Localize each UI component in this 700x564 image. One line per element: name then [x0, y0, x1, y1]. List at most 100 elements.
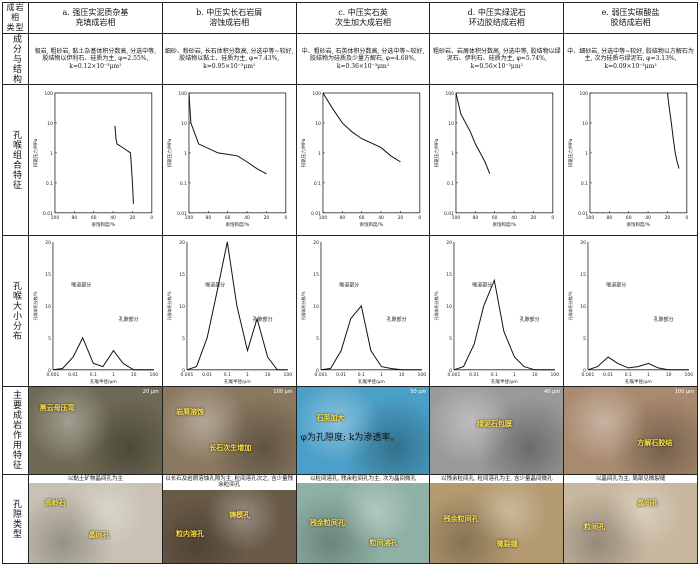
plot-frame [589, 92, 688, 214]
y-tick-label: 5 [182, 336, 185, 342]
x-axis-label: 孔喉半径/μm [358, 378, 385, 385]
scale-bar-label: 100 μm [674, 388, 694, 395]
pore-annotation: 孔隙部分 [252, 316, 272, 323]
x-tick-label: 0.001 [448, 372, 461, 378]
y-tick-label: 10 [47, 121, 53, 127]
plot-frame [322, 92, 420, 214]
y-tick-label: 15 [179, 272, 185, 278]
throat-annotation: 喉道部分 [339, 282, 359, 289]
y-tick-label: 0 [449, 368, 452, 374]
y-tick-label: 0.1 [313, 181, 320, 187]
y-tick-label: 15 [313, 272, 319, 278]
capillary-row: 孔喉组合特征 100 10 1 0.1 0.01 100 80 60 40 20 0 汞饱和度/% 排驱… [2, 84, 698, 236]
pore-type-e: 以晶间孔为主, 局部见微裂缝 粒间孔 晶间孔 [563, 473, 698, 564]
pore-type-cell: 以黏土矿物晶间孔为主 高岭石 晶间孔 [29, 475, 162, 563]
scale-bar-label: 50 μm [410, 388, 427, 395]
col-head-a: a. 强压实泥质杂基 充填成岩相 [28, 2, 163, 34]
y-axis-label: 排驱压力/MPa [32, 138, 39, 167]
x-tick-label: 0 [552, 215, 555, 221]
y-tick-label: 100 [178, 91, 187, 97]
plot-frame [54, 92, 153, 214]
y-tick-label: 5 [48, 336, 51, 342]
photo-label: 晶间孔 [637, 498, 659, 507]
y-tick-label: 0.1 [180, 181, 187, 187]
photo-label: 残余粒间孔 [443, 514, 479, 523]
pore-type-cell: 以长石及岩屑溶蚀孔隙为主, 粒间溶孔次之, 含少量残余粒间孔 粒内溶孔 铸模孔 [163, 475, 296, 563]
photo-label: 黑云母压弯 [39, 403, 75, 412]
y-tick-label: 5 [583, 336, 586, 342]
footnote: φ为孔隙度; k为渗透率。 [300, 433, 400, 443]
x-tick-label: 80 [473, 215, 479, 221]
x-tick-label: 20 [531, 215, 537, 221]
y-tick-label: 10 [45, 304, 51, 310]
x-tick-label: 40 [110, 215, 116, 221]
pore-dist-row: 孔喉大小分布 20 15 10 5 0 0.001 0.01 0.1 1 10 100 孔喉半径/μm… [2, 234, 698, 387]
x-tick-label: 100 [184, 215, 193, 221]
x-tick-label: 0 [150, 215, 153, 221]
x-axis-label: 汞饱和度/% [627, 221, 651, 228]
x-tick-label: 100 [417, 372, 426, 378]
x-tick-label: 0.001 [582, 372, 595, 378]
cap-cell-c: 100 10 1 0.1 0.01 100 80 60 40 20 0 汞饱和度/% 排驱压力/MPa [295, 84, 431, 236]
pore-annotation: 孔隙部分 [386, 316, 406, 323]
y-tick-label: 0 [182, 368, 185, 374]
pore-type-cell: 以残余粒间孔, 粒间溶孔为主, 含少量晶间微孔 残余粒间孔 微裂缝 [430, 475, 563, 563]
cap-cell-e: 100 10 1 0.1 0.01 100 80 60 40 20 0 汞饱和度/% 排驱压力/MPa [563, 84, 698, 236]
y-tick-label: 10 [447, 304, 453, 310]
x-tick-label: 10 [532, 372, 538, 378]
y-axis-label: 排驱压力/MPa [166, 138, 173, 167]
x-tick-label: 20 [130, 215, 136, 221]
plot-frame [455, 92, 554, 214]
y-tick-label: 20 [45, 240, 51, 246]
cap-cell-a: 100 10 1 0.1 0.01 100 80 60 40 20 0 汞饱和度/% 排驱压力/MPa [28, 84, 163, 236]
x-tick-label: 0 [686, 215, 689, 221]
y-tick-label: 1 [451, 151, 454, 157]
throat-annotation: 喉道部分 [71, 282, 91, 289]
x-tick-label: 1 [513, 372, 516, 378]
x-tick-label: 0.1 [357, 372, 364, 378]
y-axis-label: 孔喉体积分数/% [433, 291, 439, 320]
x-tick-label: 0 [284, 215, 287, 221]
y-tick-label: 1 [585, 151, 588, 157]
x-tick-label: 80 [71, 215, 77, 221]
y-tick-label: 0.01 [578, 211, 588, 217]
y-tick-label: 10 [181, 121, 187, 127]
row-head-pore-dist: 孔喉大小分布 [2, 234, 29, 387]
capillary-curve [667, 92, 680, 169]
x-tick-label: 20 [665, 215, 671, 221]
y-tick-label: 100 [580, 91, 589, 97]
struct-e: 中、细砂岩, 分选中等~较好, 胶结物以方解石为主, 次为硅质与绿泥石, φ=3… [563, 33, 698, 85]
x-axis-label: 孔喉半径/μm [224, 378, 251, 385]
distribution-curve [320, 304, 422, 371]
x-tick-label: 100 [586, 215, 595, 221]
x-axis-label: 汞饱和度/% [359, 221, 383, 228]
pore-type-description: 以黏土矿物晶间孔为主 [67, 475, 123, 482]
y-tick-label: 0.1 [46, 181, 53, 187]
x-tick-label: 20 [263, 215, 269, 221]
col-head-c: c. 中压实石英 次生加大成岩相 [295, 2, 431, 34]
scale-bar-label: 40 μm [544, 388, 561, 395]
pore-annotation: 孔隙部分 [119, 316, 139, 323]
photo-label: 方解石胶结 [637, 438, 673, 447]
x-tick-label: 1 [647, 372, 650, 378]
pore-dist-chart-e: 20 15 10 5 00.001 0.01 0.1 1 10 100 孔喉半径/μm 孔喉体积分数/… [567, 240, 693, 385]
x-tick-label: 0.1 [90, 372, 97, 378]
x-tick-label: 100 [283, 372, 292, 378]
x-tick-label: 40 [645, 215, 651, 221]
x-tick-label: 100 [551, 372, 560, 378]
pore-annotation: 孔隙部分 [654, 316, 674, 323]
x-tick-label: 80 [205, 215, 211, 221]
x-tick-label: 10 [666, 372, 672, 378]
x-tick-label: 0.1 [224, 372, 231, 378]
x-tick-label: 10 [265, 372, 271, 378]
x-tick-label: 10 [398, 372, 404, 378]
y-tick-label: 10 [315, 121, 321, 127]
cap-cell-b: 100 10 1 0.1 0.01 100 80 60 40 20 0 汞饱和度/% 排驱压力/MPa [161, 84, 297, 236]
pore-annotation: 孔隙部分 [520, 316, 540, 323]
photo-label: 绿泥石包膜 [476, 419, 512, 428]
y-axis-label: 排驱压力/MPa [300, 138, 307, 167]
photo-label: 石英加大 [316, 414, 345, 423]
